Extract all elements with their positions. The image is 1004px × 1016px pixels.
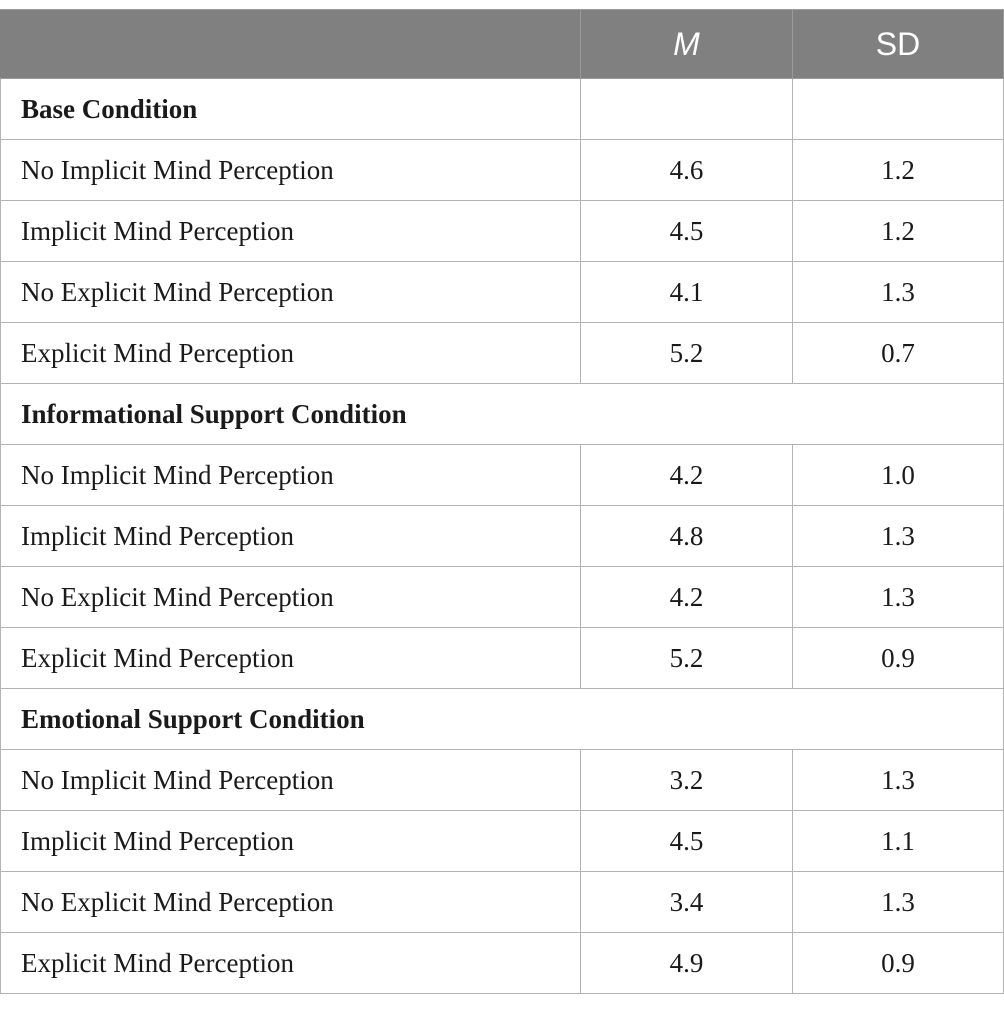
table-row: No Explicit Mind Perception 4.2 1.3: [0, 566, 1004, 628]
table-row: Explicit Mind Perception 5.2 0.9: [0, 627, 1004, 689]
mean-value: 5.2: [580, 627, 793, 689]
table-row: Implicit Mind Perception 4.8 1.3: [0, 505, 1004, 567]
row-label: Explicit Mind Perception: [0, 932, 581, 994]
row-label: Explicit Mind Perception: [0, 322, 581, 384]
mean-value: 4.5: [580, 810, 793, 872]
sd-value: 1.3: [792, 871, 1004, 933]
sd-value: 0.9: [792, 627, 1004, 689]
sd-value: 1.3: [792, 261, 1004, 323]
row-label: Implicit Mind Perception: [0, 505, 581, 567]
sd-value: 1.1: [792, 810, 1004, 872]
table-row: Explicit Mind Perception 4.9 0.9: [0, 932, 1004, 994]
row-label: No Explicit Mind Perception: [0, 566, 581, 628]
mean-value: 4.1: [580, 261, 793, 323]
header-label-column: [0, 9, 581, 79]
sd-value: 1.0: [792, 444, 1004, 506]
mean-value: 4.6: [580, 139, 793, 201]
sd-value: 1.2: [792, 139, 1004, 201]
mean-value: 3.2: [580, 749, 793, 811]
table-body: Base Condition No Implicit Mind Perceptio…: [0, 78, 1004, 994]
means-table: M SD Base Condition No Implicit Mind Perc…: [0, 9, 1004, 994]
section-header-row: Base Condition: [0, 78, 1004, 140]
row-label: Implicit Mind Perception: [0, 810, 581, 872]
mean-value: 4.9: [580, 932, 793, 994]
section-label: Informational Support Condition: [0, 383, 1004, 445]
sd-value: 1.3: [792, 749, 1004, 811]
row-label: No Explicit Mind Perception: [0, 871, 581, 933]
sd-value: 1.3: [792, 505, 1004, 567]
mean-value: 4.5: [580, 200, 793, 262]
sd-value: 1.3: [792, 566, 1004, 628]
mean-value: 4.2: [580, 566, 793, 628]
table-row: No Implicit Mind Perception 4.6 1.2: [0, 139, 1004, 201]
row-label: No Implicit Mind Perception: [0, 444, 581, 506]
header-row: M SD: [0, 9, 1004, 79]
section-header-row: Informational Support Condition: [0, 383, 1004, 445]
sd-value: 1.2: [792, 200, 1004, 262]
sd-value: 0.9: [792, 932, 1004, 994]
table-row: Explicit Mind Perception 5.2 0.7: [0, 322, 1004, 384]
mean-value: 5.2: [580, 322, 793, 384]
table-row: No Explicit Mind Perception 4.1 1.3: [0, 261, 1004, 323]
row-label: No Explicit Mind Perception: [0, 261, 581, 323]
header-sd: SD: [792, 9, 1004, 79]
header-mean: M: [580, 9, 793, 79]
empty-cell: [792, 78, 1004, 140]
table-row: No Implicit Mind Perception 4.2 1.0: [0, 444, 1004, 506]
mean-value: 3.4: [580, 871, 793, 933]
table-row: No Implicit Mind Perception 3.2 1.3: [0, 749, 1004, 811]
mean-value: 4.8: [580, 505, 793, 567]
section-label: Base Condition: [0, 78, 581, 140]
row-label: No Implicit Mind Perception: [0, 139, 581, 201]
sd-value: 0.7: [792, 322, 1004, 384]
section-header-row: Emotional Support Condition: [0, 688, 1004, 750]
mean-value: 4.2: [580, 444, 793, 506]
table-row: Implicit Mind Perception 4.5 1.2: [0, 200, 1004, 262]
row-label: Explicit Mind Perception: [0, 627, 581, 689]
row-label: Implicit Mind Perception: [0, 200, 581, 262]
section-label: Emotional Support Condition: [0, 688, 1004, 750]
table-row: No Explicit Mind Perception 3.4 1.3: [0, 871, 1004, 933]
table-row: Implicit Mind Perception 4.5 1.1: [0, 810, 1004, 872]
empty-cell: [580, 78, 793, 140]
row-label: No Implicit Mind Perception: [0, 749, 581, 811]
